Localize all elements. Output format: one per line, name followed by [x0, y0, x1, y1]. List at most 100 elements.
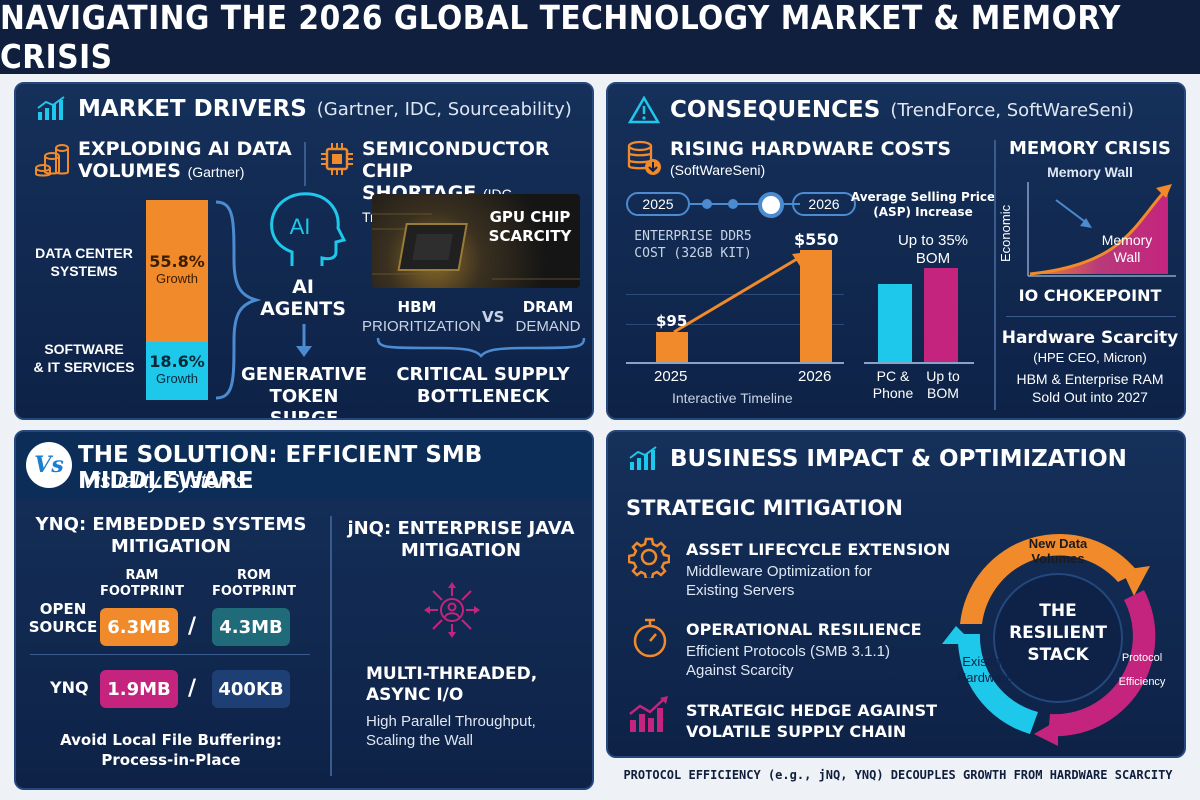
ai-data-title-line2: VOLUMES — [78, 160, 181, 182]
bom-line1: Up to — [926, 368, 960, 384]
arrow-down-icon — [296, 324, 312, 357]
cycle-new-data-label: New Data Volumes — [1008, 536, 1108, 566]
chart-trend-icon — [629, 446, 657, 470]
item3-line2: VOLATILE SUPPLY CHAIN — [686, 722, 907, 741]
dc-label-line1: DATA CENTER — [35, 245, 133, 261]
asp-line1: Average Selling Price — [850, 190, 996, 204]
memory-wall-label: Memory Wall — [1092, 232, 1162, 266]
gpu-scarcity-label: GPU CHIP SCARCITY — [482, 208, 578, 246]
dc-growth-pct: 55.8% — [149, 252, 205, 271]
bom-line2: BOM — [927, 385, 959, 401]
pc-line2: Phone — [872, 385, 914, 401]
data-center-bar — [146, 200, 208, 342]
ram-line1: RAM — [125, 568, 159, 583]
sw-growth-pct: 18.6% — [149, 352, 205, 371]
hardware-scarcity-text: HBM & Enterprise RAM Sold Out into 2027 — [998, 370, 1182, 406]
ai-data-source: (Gartner) — [187, 164, 245, 180]
brace-shape — [215, 200, 262, 400]
avoid-line2: Process-in-Place — [101, 751, 241, 769]
timeline-end-chip[interactable]: 2026 — [792, 192, 856, 216]
center-line2: RESILIENT — [1009, 623, 1107, 643]
bar-2026-value: $550 — [794, 230, 839, 249]
ynq-rom-value: 400KB — [212, 670, 290, 708]
rising-costs-source: (SoftWareSeni) — [670, 162, 766, 178]
hbm-label: HBM PRIORITIZATION — [362, 298, 481, 336]
data-center-label: DATA CENTER SYSTEMS — [26, 244, 142, 280]
operational-resilience-text: Efficient Protocols (SMB 3.1.1) Against … — [686, 642, 890, 680]
generative-line2: TOKEN SURGE — [269, 386, 339, 420]
timeline-slider-handle[interactable] — [758, 192, 784, 218]
footer-note: PROTOCOL EFFICIENCY (e.g., jNQ, YNQ) DEC… — [623, 768, 1173, 782]
cycle-hw-line2: Hardware — [956, 670, 1014, 685]
market-drivers-sources: (Gartner, IDC, Sourceability) — [316, 98, 572, 120]
memory-wall-top-label: Memory Wall — [1047, 164, 1133, 180]
chart-baseline — [626, 362, 844, 364]
gpu-line2: SCARCITY — [488, 227, 572, 245]
dram-line1: DRAM — [522, 298, 574, 316]
upto-line1: Up to 35% — [897, 232, 969, 249]
cycle-protocol-label: Protocol Efficiency — [1108, 646, 1176, 694]
open-line1: OPEN — [39, 600, 87, 618]
cycle-hw-line1: Existing — [962, 654, 1008, 669]
resilient-stack-cycle — [942, 533, 1156, 746]
wall-line2: Wall — [1113, 249, 1141, 265]
timeline-start-chip[interactable]: 2025 — [626, 192, 690, 216]
hardware-scarcity-source: (HPE CEO, Micron) — [1033, 350, 1147, 365]
slash-separator: / — [188, 676, 197, 701]
ai-data-volumes-title: EXPLODING AI DATA VOLUMES (Gartner) — [78, 138, 292, 183]
dc-label-line2: SYSTEMS — [50, 263, 118, 279]
ddr5-line2: COST (32GB KIT) — [634, 246, 752, 261]
solution-panel: Vs THE SOLUTION: EFFICIENT SMB MIDDLEWAR… — [14, 430, 594, 790]
gear-icon — [628, 537, 670, 578]
item2-line1: Efficient Protocols (SMB 3.1.1) — [686, 643, 890, 660]
market-drivers-title: MARKET DRIVERS — [78, 96, 307, 122]
rom-line1: ROM — [237, 568, 271, 583]
generative-line1: GENERATIVE — [240, 364, 368, 385]
software-bar — [146, 342, 208, 400]
hbm-line2: PRIORITIZATION — [362, 318, 481, 335]
cycle-proto-line1: Protocol — [1121, 652, 1163, 664]
growth-arrow — [673, 252, 808, 334]
business-impact-panel: BUSINESS IMPACT & OPTIMIZATION STRATEGIC… — [606, 430, 1186, 758]
software-label: SOFTWARE & IT SERVICES — [26, 340, 142, 376]
open-ram-text: 6.3MB — [107, 616, 171, 638]
upto-line2: BOM — [915, 250, 951, 267]
ai-icon-text: AI — [290, 214, 311, 239]
ynq-rom-text: 400KB — [218, 678, 284, 700]
bottom-brace-shape — [376, 337, 586, 358]
title-bar: NAVIGATING THE 2026 GLOBAL TECHNOLOGY MA… — [0, 0, 1200, 76]
asp-label: Average Selling Price (ASP) Increase — [848, 190, 998, 220]
cycle-proto-line2: Efficiency — [1118, 676, 1166, 688]
strategic-hedge-title: STRATEGIC HEDGE AGAINST VOLATILE SUPPLY … — [686, 700, 937, 742]
strategic-mitigation-title: STRATEGIC MITIGATION — [626, 496, 903, 520]
ddr5-label: ENTERPRISE DDR5 COST (32GB KIT) — [618, 228, 768, 262]
jnq-title-line1: jNQ: ENTERPRISE JAVA — [347, 518, 575, 539]
divider — [330, 516, 332, 776]
item1-line1: Middleware Optimization for — [686, 563, 872, 580]
ynq-title-line2: MITIGATION — [110, 536, 232, 557]
scarcity-line2: Sold Out into 2027 — [1032, 389, 1148, 405]
dc-growth-text: 55.8% Growth — [146, 252, 208, 286]
dc-growth-word: Growth — [156, 271, 198, 286]
divider — [304, 142, 306, 186]
solution-header-band — [16, 432, 592, 500]
divider — [1006, 316, 1176, 317]
timeline-dot[interactable] — [702, 199, 712, 209]
jnq-title: jNQ: ENTERPRISE JAVA MITIGATION — [336, 518, 586, 562]
timeline-dot[interactable] — [728, 199, 738, 209]
bar-2025 — [656, 332, 688, 362]
cpu-chip-icon — [321, 143, 353, 175]
bar-2025-label: 2025 — [654, 368, 688, 385]
bar-2026-label: 2026 — [798, 368, 832, 385]
ai-agents-label: AI AGENTS — [248, 276, 358, 320]
asset-lifecycle-text: Middleware Optimization for Existing Ser… — [686, 562, 872, 600]
generative-token-label: GENERATIVE TOKEN SURGE — [234, 364, 374, 420]
open-source-rom-value: 4.3MB — [212, 608, 290, 646]
timeline-end-text: 2026 — [808, 196, 840, 212]
gpu-chip-image — [372, 194, 580, 288]
bar-2026 — [800, 250, 832, 362]
ai-agents-line1: AI — [292, 276, 314, 298]
economic-axis-label: Economic — [998, 204, 1013, 262]
bottleneck-line2: BOTTLENECK — [416, 386, 550, 407]
pc-phone-label: PC & Phone — [868, 368, 918, 402]
